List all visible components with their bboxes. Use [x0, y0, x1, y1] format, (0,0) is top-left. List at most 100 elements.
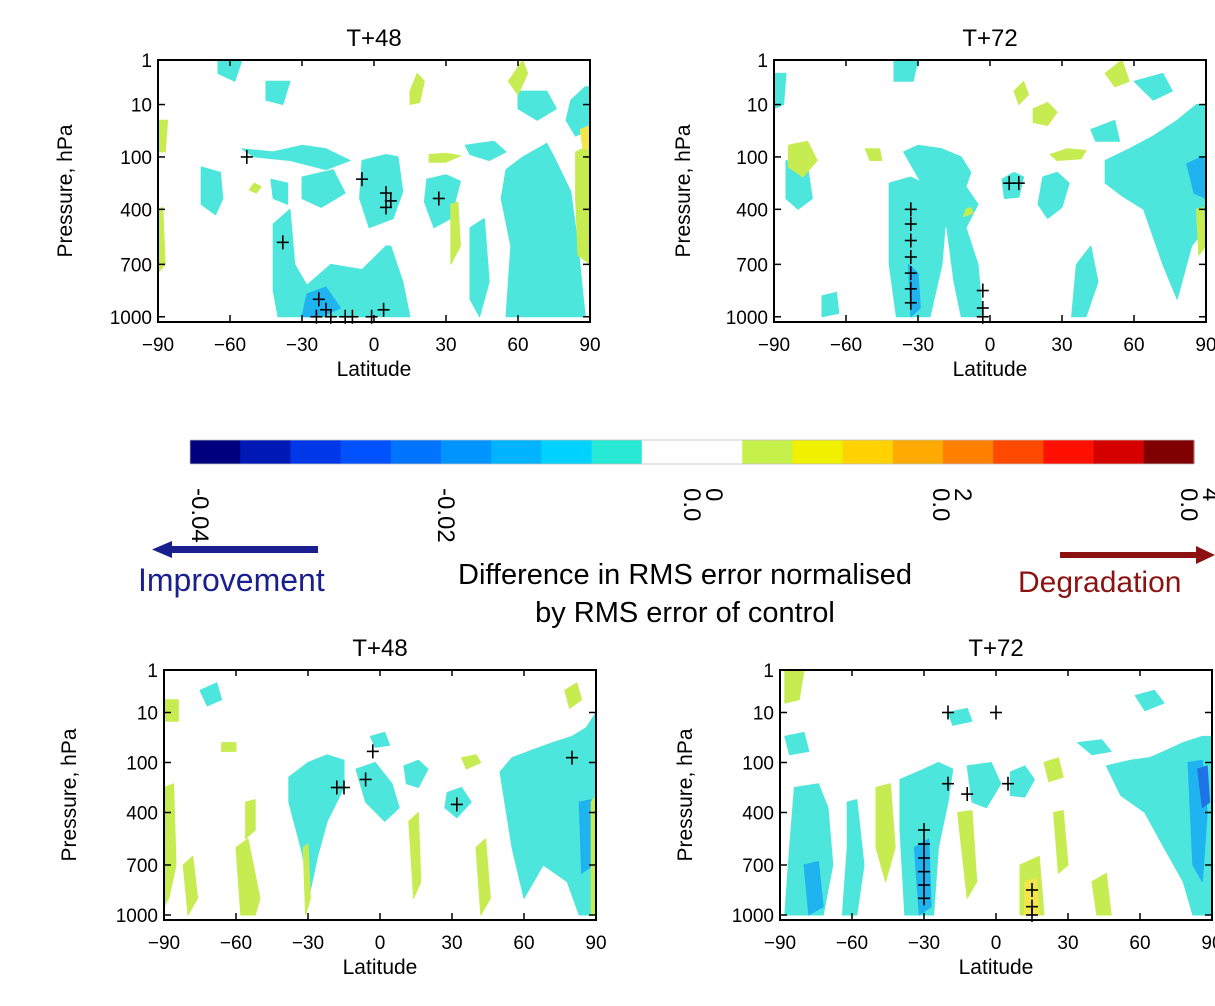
colorbar-swatch: [742, 440, 793, 464]
contour-region: [428, 152, 461, 163]
panel-title: T+48: [352, 635, 407, 662]
y-tick-label: 1: [763, 661, 774, 682]
colorbar-swatch: [943, 440, 994, 464]
x-axis-label: Latitude: [953, 358, 1028, 381]
svg-text:4: 4: [1197, 488, 1215, 501]
x-tick-label: −60: [830, 335, 862, 356]
svg-text:-0.02: -0.02: [432, 488, 459, 543]
contour-region: [1186, 156, 1206, 199]
x-tick-label: 90: [1195, 335, 1215, 356]
y-tick-label: 100: [126, 754, 158, 775]
contour-region: [1134, 689, 1165, 712]
contour-region: [461, 754, 482, 770]
significance-mark: [366, 744, 379, 759]
y-tick-label: 700: [736, 255, 768, 276]
colorbar-tick-label: 0.02: [927, 488, 976, 521]
contour-region: [579, 124, 590, 150]
significance-mark: [338, 780, 350, 795]
y-tick-label: 10: [131, 96, 152, 117]
contour-region: [1009, 765, 1035, 798]
y-axis-label: Pressure, hPa: [58, 728, 81, 861]
significance-mark: [942, 705, 954, 720]
colorbar-tick-label: 0.00: [678, 488, 727, 521]
colorbar-swatch: [842, 440, 894, 464]
y-tick-label: 400: [126, 804, 158, 825]
y-tick-label: 1000: [726, 308, 768, 329]
significance-mark: [918, 891, 930, 906]
x-tick-label: −90: [148, 933, 180, 954]
significance-mark: [918, 837, 930, 851]
x-tick-label: 60: [1129, 933, 1150, 954]
colorbar-swatch: [491, 440, 542, 464]
significance-mark: [904, 266, 917, 281]
y-tick-label: 100: [120, 148, 152, 169]
panel-t48-bottom: −90 −60 −30 0 30 60 90 1 10 100 400 700 1000 T+48 Lati…: [58, 635, 607, 979]
contour-region: [270, 178, 289, 205]
contour-region: [899, 762, 954, 916]
significance-mark: [918, 823, 930, 837]
panel-t48-top: −90 −60 −30 0 30 60 90 1 10 100 400 700 1000 T+48 Lati…: [54, 25, 601, 381]
x-tick-label: 30: [441, 933, 462, 954]
contour-region: [784, 731, 810, 756]
y-tick-label: 1000: [732, 906, 774, 927]
x-tick-label: −30: [292, 933, 324, 954]
panel-title: T+72: [968, 635, 1023, 662]
contour-region: [235, 838, 261, 916]
contour-region: [966, 762, 1002, 809]
y-tick-label: 1: [757, 51, 768, 72]
contour-region: [564, 682, 583, 709]
contour-region: [200, 166, 224, 216]
contour-region: [517, 90, 557, 121]
x-tick-label: −60: [836, 933, 868, 954]
x-tick-label: 0: [985, 335, 996, 356]
significance-mark: [377, 302, 390, 317]
significance-mark: [904, 202, 917, 217]
significance-mark: [566, 750, 578, 765]
significance-mark: [450, 797, 463, 812]
y-tick-label: 400: [736, 200, 768, 221]
colorbar-swatch: [591, 440, 643, 464]
x-tick-label: 30: [1051, 335, 1072, 356]
contour-region: [1090, 119, 1121, 142]
colorbar-swatch: [892, 440, 944, 464]
significance-mark: [380, 186, 392, 201]
y-tick-label: 400: [120, 200, 152, 221]
x-tick-label: −30: [902, 335, 934, 356]
y-tick-label: 10: [753, 704, 774, 725]
x-axis-label: Latitude: [343, 956, 418, 979]
significance-mark: [1012, 176, 1025, 191]
svg-text:2: 2: [949, 488, 976, 501]
contour-region: [403, 759, 429, 788]
x-tick-label: 90: [579, 335, 600, 356]
svg-text:0: 0: [700, 488, 727, 501]
contour-region: [893, 60, 919, 82]
x-tick-label: −30: [908, 933, 940, 954]
contour-region: [408, 812, 422, 899]
y-tick-label: 1: [141, 51, 152, 72]
x-tick-label: 0: [369, 335, 380, 356]
y-tick-label: 400: [742, 804, 774, 825]
x-tick-label: 60: [1123, 335, 1144, 356]
contour-region: [369, 731, 391, 748]
y-tick-label: 100: [736, 148, 768, 169]
degradation-arrow-head: [1196, 546, 1215, 564]
x-tick-label: 90: [585, 933, 606, 954]
degradation-arrow-shaft: [1060, 552, 1200, 558]
contour-region: [265, 80, 291, 105]
x-tick-label: −30: [286, 335, 318, 356]
colorbar-swatch: [541, 440, 593, 464]
colorbar-swatch: [641, 440, 693, 464]
colorbar-swatch: [290, 440, 342, 464]
significance-mark: [904, 250, 917, 265]
significance-mark: [904, 281, 917, 296]
contour-region: [774, 72, 787, 110]
contour-region: [1071, 245, 1099, 318]
colorbar-swatch: [1093, 440, 1145, 464]
contour-region: [182, 855, 199, 916]
y-tick-label: 700: [120, 255, 152, 276]
contour-region: [784, 670, 805, 704]
contour-region: [590, 795, 596, 916]
colorbar-swatch: [441, 440, 492, 464]
contour-region: [841, 799, 865, 916]
